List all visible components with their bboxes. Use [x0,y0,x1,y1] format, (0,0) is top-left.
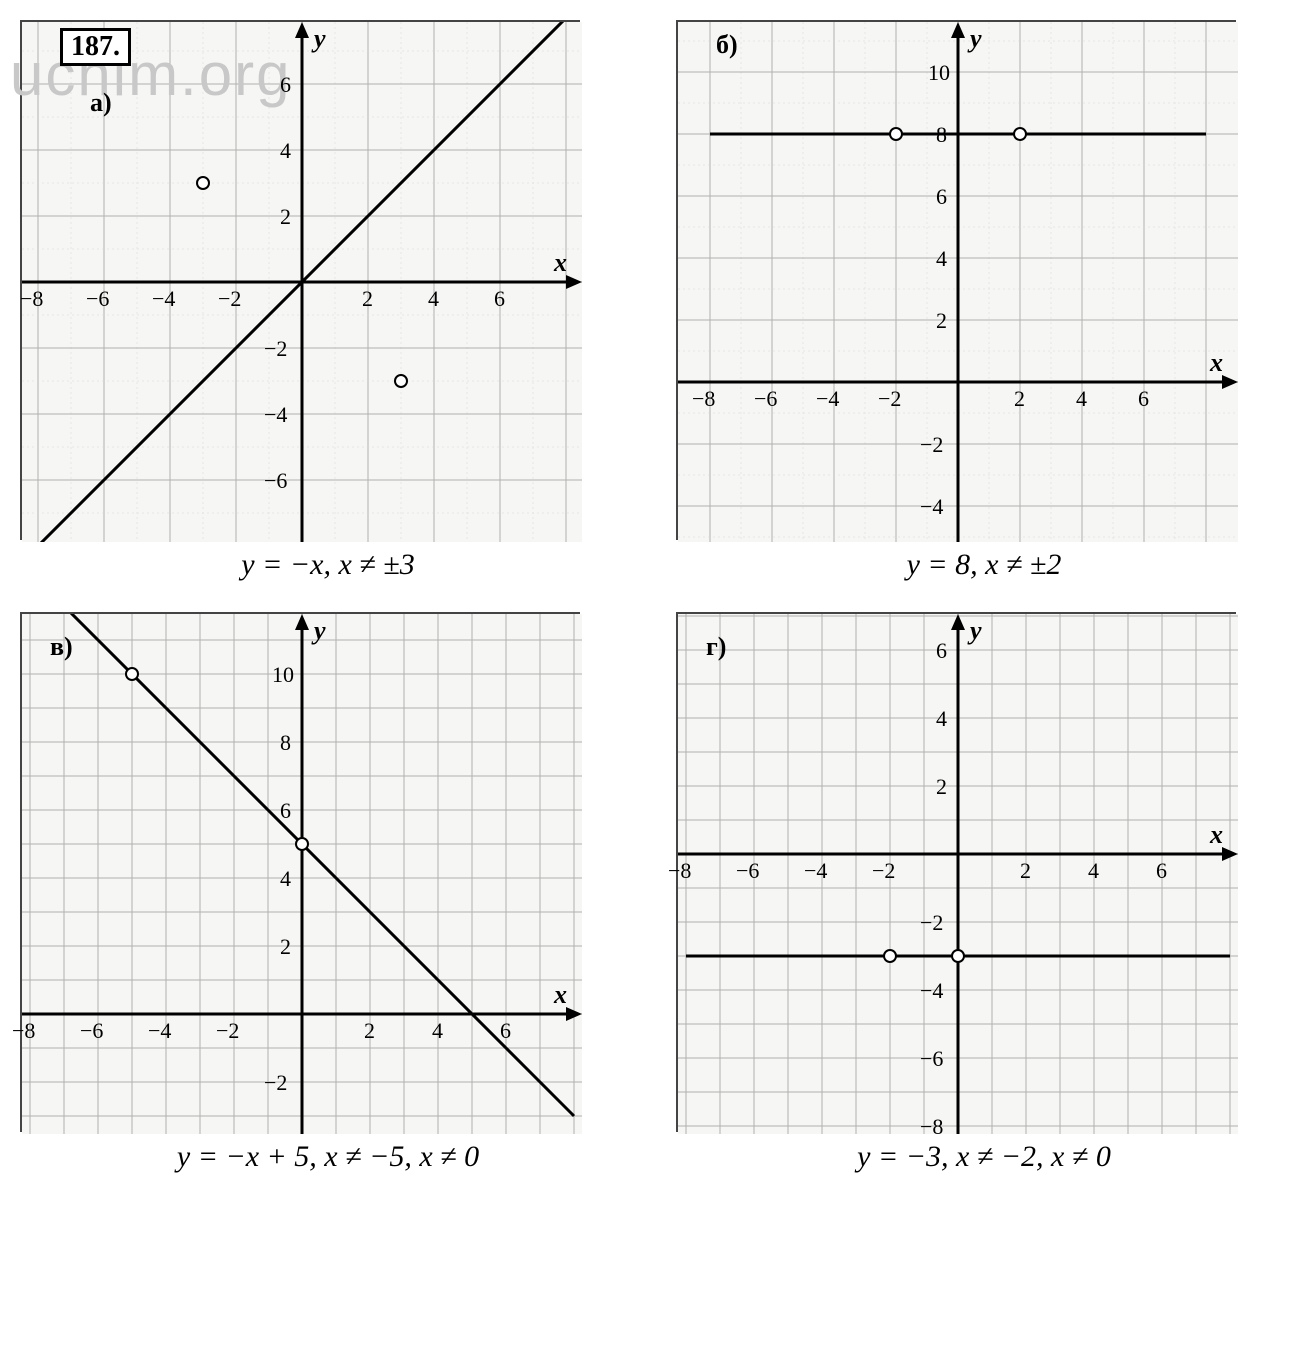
x-tick-label: −6 [80,1018,103,1044]
y-tick-label: 2 [936,308,947,334]
x-tick-label: 4 [428,286,439,312]
panel-letter-v: в) [50,632,73,662]
y-axis-label: y [314,616,326,646]
y-tick-label: −6 [264,468,287,494]
x-axis-label: x [1210,348,1223,378]
y-axis-label: y [314,24,326,54]
problem-number-box: 187. [60,28,131,66]
x-tick-label: −2 [218,286,241,312]
y-tick-label: 4 [936,706,947,732]
chart-b: −8 −6 −4 −2 2 4 6 −4 −2 2 4 6 8 10 x y [676,20,1236,540]
x-tick-label: 4 [1088,858,1099,884]
y-tick-label: 10 [272,662,294,688]
y-tick-label: 6 [280,72,291,98]
y-tick-label: −4 [920,978,943,1004]
y-axis-label: y [970,616,982,646]
x-tick-label: 6 [1156,858,1167,884]
y-tick-label: −2 [264,1070,287,1096]
x-tick-label: 6 [500,1018,511,1044]
x-tick-label: −6 [754,386,777,412]
y-tick-label: 8 [280,730,291,756]
y-tick-label: 2 [280,934,291,960]
x-tick-label: −2 [872,858,895,884]
panel-a: 187. uchim.org а) −8−6−4−2246−6−4−2246xy… [20,20,636,582]
panel-letter-b: б) [716,30,738,60]
x-tick-label: −2 [878,386,901,412]
y-tick-label: −4 [264,402,287,428]
x-tick-label: 6 [494,286,505,312]
y-tick-label: −2 [920,432,943,458]
x-tick-label: 4 [432,1018,443,1044]
x-tick-label: −8 [668,858,691,884]
x-axis-label: x [1210,820,1223,850]
panel-v: в) −8−6−4−2246−2246810xy y = −x + 5, x ≠… [20,612,636,1174]
x-tick-label: 2 [1014,386,1025,412]
x-tick-label: −4 [148,1018,171,1044]
x-tick-label: 6 [1138,386,1149,412]
x-tick-label: −6 [86,286,109,312]
y-tick-label: 6 [936,184,947,210]
chart-g: −8−6−4−2246−8−6−4−2246xy [676,612,1236,1132]
y-tick-label: 6 [280,798,291,824]
x-tick-label: −8 [12,1018,35,1044]
page-grid: 187. uchim.org а) −8−6−4−2246−6−4−2246xy… [20,20,1292,1174]
y-tick-label: 6 [936,638,947,664]
y-tick-label: −2 [264,336,287,362]
y-tick-label: 8 [936,122,947,148]
x-tick-label: −8 [20,286,43,312]
formula-a: y = −x, x ≠ ±3 [20,548,636,582]
y-tick-label: −4 [920,494,943,520]
x-tick-label: 2 [362,286,373,312]
y-tick-label: 2 [280,204,291,230]
x-tick-label: −4 [804,858,827,884]
x-tick-label: −4 [152,286,175,312]
x-axis-label: x [554,980,567,1010]
x-axis-label: x [554,248,567,278]
x-tick-label: −2 [216,1018,239,1044]
y-axis-label: y [970,24,982,54]
x-tick-label: 2 [364,1018,375,1044]
formula-g: y = −3, x ≠ −2, x ≠ 0 [676,1140,1292,1174]
x-tick-label: 4 [1076,386,1087,412]
y-tick-label: 4 [280,866,291,892]
y-tick-label: 10 [928,60,950,86]
y-tick-label: 2 [936,774,947,800]
y-tick-label: −2 [920,910,943,936]
y-tick-label: −8 [920,1114,943,1140]
y-tick-label: −6 [920,1046,943,1072]
panel-b: б) −8 −6 −4 −2 2 4 6 −4 −2 2 4 6 8 10 x y y = 8, x ≠ ±2 [676,20,1292,582]
y-tick-label: 4 [280,138,291,164]
x-tick-label: −6 [736,858,759,884]
x-tick-label: −8 [692,386,715,412]
panel-letter-g: г) [706,632,726,662]
y-tick-label: 4 [936,246,947,272]
panel-letter-a: а) [90,88,112,118]
x-tick-label: −4 [816,386,839,412]
formula-b: y = 8, x ≠ ±2 [676,548,1292,582]
formula-v: y = −x + 5, x ≠ −5, x ≠ 0 [20,1140,636,1174]
x-tick-label: 2 [1020,858,1031,884]
chart-v: −8−6−4−2246−2246810xy [20,612,580,1132]
panel-g: г) −8−6−4−2246−8−6−4−2246xy y = −3, x ≠ … [676,612,1292,1174]
